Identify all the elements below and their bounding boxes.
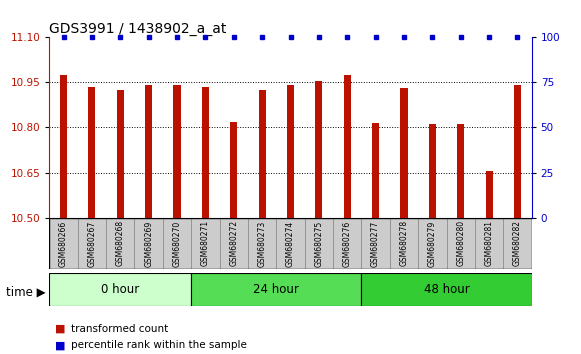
Text: GSM680268: GSM680268 [116, 220, 125, 267]
Bar [220, 218, 248, 269]
Text: transformed count: transformed count [71, 324, 168, 333]
Text: GDS3991 / 1438902_a_at: GDS3991 / 1438902_a_at [49, 22, 227, 36]
Bar [134, 218, 163, 269]
Text: GSM680266: GSM680266 [59, 220, 68, 267]
Bar [486, 171, 493, 218]
Bar [475, 218, 503, 269]
Bar [372, 123, 379, 218]
Bar [418, 218, 447, 269]
Text: 48 hour: 48 hour [424, 283, 469, 296]
Bar [163, 218, 191, 269]
Text: GSM680269: GSM680269 [144, 220, 153, 267]
Text: GSM680267: GSM680267 [87, 220, 96, 267]
Bar [78, 218, 106, 269]
Bar [361, 218, 390, 269]
Text: GSM680277: GSM680277 [371, 220, 380, 267]
Bar [191, 273, 361, 306]
Bar [390, 218, 418, 269]
Text: GSM680271: GSM680271 [201, 220, 210, 267]
Bar [400, 88, 407, 218]
Text: time ▶: time ▶ [6, 286, 45, 298]
Bar [88, 87, 95, 218]
Bar [106, 218, 134, 269]
Bar [514, 85, 521, 218]
Bar [49, 218, 78, 269]
Text: GSM680272: GSM680272 [229, 220, 238, 267]
Text: GSM680274: GSM680274 [286, 220, 295, 267]
Text: 24 hour: 24 hour [253, 283, 299, 296]
Text: GSM680282: GSM680282 [513, 220, 522, 266]
Text: GSM680270: GSM680270 [173, 220, 181, 267]
Bar [259, 90, 266, 218]
Text: ■: ■ [55, 324, 66, 333]
Text: GSM680280: GSM680280 [456, 220, 465, 267]
Bar [333, 218, 361, 269]
Bar [344, 75, 351, 218]
Text: 0 hour: 0 hour [101, 283, 139, 296]
Text: GSM680281: GSM680281 [485, 220, 494, 266]
Text: GSM680273: GSM680273 [257, 220, 267, 267]
Bar [145, 85, 152, 218]
Text: GSM680275: GSM680275 [314, 220, 324, 267]
Bar [361, 273, 532, 306]
Bar [315, 81, 322, 218]
Bar [304, 218, 333, 269]
Bar [503, 218, 532, 269]
Bar [429, 124, 436, 218]
Bar [117, 90, 124, 218]
Text: GSM680276: GSM680276 [343, 220, 352, 267]
Text: ■: ■ [55, 340, 66, 350]
Bar [248, 218, 277, 269]
Bar [457, 124, 464, 218]
Bar [287, 85, 294, 218]
Bar [191, 218, 220, 269]
Bar [277, 218, 304, 269]
Bar [230, 122, 237, 218]
Text: percentile rank within the sample: percentile rank within the sample [71, 340, 248, 350]
Text: GSM680279: GSM680279 [428, 220, 437, 267]
Text: GSM680278: GSM680278 [400, 220, 408, 267]
Bar [49, 273, 191, 306]
Bar [202, 87, 209, 218]
Bar [60, 75, 67, 218]
Bar [174, 85, 181, 218]
Bar [447, 218, 475, 269]
